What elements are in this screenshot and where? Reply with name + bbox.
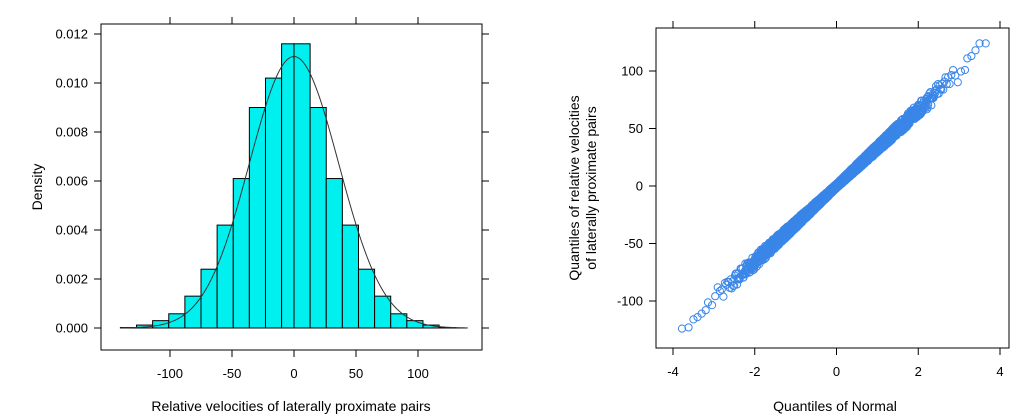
histogram-x-tick-label: 0 bbox=[290, 366, 297, 381]
histogram-y-tick-label: 0.010 bbox=[55, 76, 88, 91]
qq-plot-panel: -4 -2 0 2 4 -100 -50 0 50 100 Quantiles of Normal… bbox=[566, 21, 1010, 414]
histogram-bar bbox=[293, 43, 311, 329]
qq-point bbox=[719, 292, 728, 301]
qq-point bbox=[684, 323, 693, 332]
qq-y-tick-label: 100 bbox=[621, 64, 643, 79]
qq-point bbox=[711, 292, 720, 301]
histogram-bar bbox=[406, 320, 424, 329]
qq-point bbox=[925, 89, 934, 98]
histogram-bar bbox=[264, 77, 283, 329]
histogram-bar bbox=[281, 43, 295, 329]
histogram-bar bbox=[248, 107, 266, 329]
histogram-bar bbox=[390, 313, 408, 329]
histogram-bar bbox=[152, 320, 170, 329]
qq-point bbox=[967, 51, 976, 61]
histogram-x-tick-label: 100 bbox=[407, 366, 429, 381]
qq-y-axis-label-line-2: of laterally proximate pairs bbox=[583, 106, 599, 269]
qq-point bbox=[689, 315, 698, 324]
histogram-bar bbox=[357, 268, 376, 329]
density-curve bbox=[120, 55, 468, 329]
histogram-bars bbox=[119, 43, 468, 329]
qq-point bbox=[971, 46, 980, 55]
qq-y-tick-label: -50 bbox=[624, 236, 643, 251]
histogram-y-tick-label: 0.012 bbox=[55, 27, 88, 42]
qq-point bbox=[677, 324, 687, 333]
histogram-y-tick-label: 0.000 bbox=[55, 321, 88, 336]
qq-y-tick-label: 0 bbox=[636, 179, 643, 194]
qq-point bbox=[956, 67, 966, 76]
histogram-x-tick-label: -50 bbox=[223, 366, 242, 381]
qq-point bbox=[947, 70, 956, 80]
qq-x-tick-label: 2 bbox=[915, 364, 922, 379]
qq-point bbox=[749, 265, 759, 274]
qq-point bbox=[949, 65, 958, 75]
histogram-bar bbox=[232, 178, 250, 329]
qq-x-tick-label: 0 bbox=[833, 364, 840, 379]
qq-y-axis-label-line-1: Quantiles of relative velocities bbox=[566, 95, 582, 280]
histogram-bar bbox=[200, 268, 218, 329]
histogram-x-axis-label: Relative velocities of laterally proxima… bbox=[151, 398, 430, 414]
qq-x-tick-label: 4 bbox=[996, 364, 1003, 379]
histogram-bar bbox=[341, 224, 359, 329]
qq-point bbox=[703, 298, 713, 307]
qq-point bbox=[981, 39, 990, 48]
histogram-y-tick-label: 0.008 bbox=[55, 125, 88, 140]
histogram-y-tick-label: 0.006 bbox=[55, 174, 88, 189]
histogram-y-tick-label: 0.004 bbox=[55, 223, 88, 238]
qq-point bbox=[701, 306, 710, 315]
qq-points bbox=[677, 39, 990, 333]
qq-x-axis-label: Quantiles of Normal bbox=[773, 398, 897, 414]
qq-point bbox=[707, 301, 717, 310]
qq-point bbox=[960, 65, 970, 75]
qq-point bbox=[945, 79, 954, 89]
histogram-y-tick-label: 0.002 bbox=[55, 272, 88, 287]
qq-point bbox=[953, 78, 962, 87]
qq-y-tick-label: -100 bbox=[617, 294, 643, 309]
qq-y-tick-label: 50 bbox=[629, 121, 643, 136]
histogram-x-tick-label: -100 bbox=[157, 366, 183, 381]
histogram-bar bbox=[325, 178, 343, 329]
histogram-axes: -100 -50 0 50 100 0.000 0.002 0.004 0.006 0.008 0.… bbox=[55, 17, 489, 381]
qq-axes: -4 -2 0 2 4 -100 -50 0 50 100 bbox=[617, 21, 1004, 379]
qq-point bbox=[963, 54, 972, 63]
qq-x-tick-label: -2 bbox=[749, 364, 761, 379]
histogram-bar bbox=[309, 107, 327, 329]
histogram-y-axis-label: Density bbox=[29, 164, 45, 211]
histogram-bar bbox=[374, 295, 392, 329]
qq-point bbox=[975, 39, 984, 48]
histogram-panel: -100 -50 0 50 100 0.000 0.002 0.004 0.006 0.008 0.… bbox=[29, 17, 489, 414]
histogram-plot-frame bbox=[100, 23, 483, 351]
histogram-x-tick-label: 50 bbox=[349, 366, 363, 381]
qq-plot-frame bbox=[655, 27, 1010, 349]
histogram-bar bbox=[216, 224, 234, 329]
qq-point bbox=[732, 280, 742, 289]
qq-x-tick-label: -4 bbox=[667, 364, 679, 379]
